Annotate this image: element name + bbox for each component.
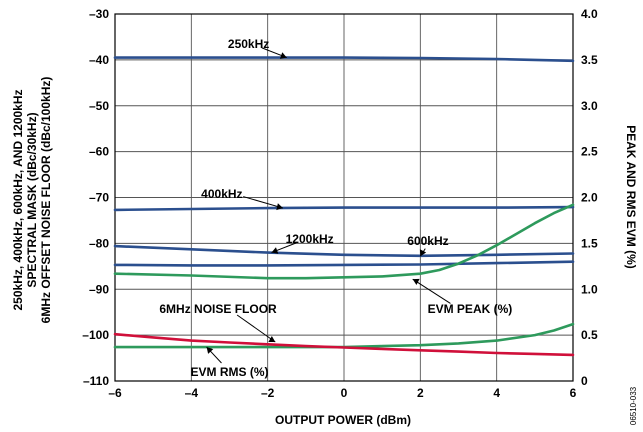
y-left-tick-label: –30 [89,7,109,21]
annotation-label: 6MHz NOISE FLOOR [159,302,277,316]
x-tick-label: 2 [417,386,424,400]
series-line-400khz [113,205,575,212]
plot-frame [114,13,574,382]
annotation-label: 250kHz [228,37,269,51]
annotation-arrow-head [419,249,427,257]
y-right-tick-label: 2.0 [581,191,598,205]
y-right-tick-label: 3.5 [581,53,598,67]
x-tick-label: –4 [185,386,199,400]
figure-id: 06510-033 [629,386,638,425]
y-left-tick-label: –100 [82,328,109,342]
y-left-title-line-3-text: 6MHz OFFSET NOISE FLOOR (dBc/100kHz) [39,77,53,324]
x-tick-label: 4 [493,386,500,400]
annotation-arrow-head [206,347,214,354]
annotation-arrow-line [243,196,284,209]
y-left-tick-label: –60 [89,145,109,159]
annotation-label: 600kHz [407,234,448,248]
series-line-6mhz-noise-floor [113,332,575,357]
annotation-arrow-head [271,247,279,254]
y-left-title-line-2-text: SPECTRAL MASK (dBc/30kHz) [25,112,39,287]
annotation-label: EVM RMS (%) [191,365,269,379]
annotation-label: EVM PEAK (%) [428,302,513,316]
series-line-evm-rms [113,322,575,349]
y-right-tick-label: 4.0 [581,7,598,21]
annotation-arrow-line [412,278,451,304]
x-tick-label: –6 [108,386,122,400]
x-axis-title: OUTPUT POWER (dBm) [275,413,411,427]
y-right-tick-label: 1.0 [581,282,598,296]
annotation-arrow-line [236,314,276,343]
series-line-evm-peak [113,203,575,280]
y-left-tick-label: –50 [89,99,109,113]
annotation-arrow-head [279,52,287,59]
y-left-tick-label: –80 [89,236,109,250]
series-line-1200khz [113,244,575,258]
x-tick-label: 6 [570,386,577,400]
y-right-tick-label: 0.5 [581,328,598,342]
series-line-250khz [113,56,575,63]
y-left-title-line-1-text: 250kHz, 400kHz, 600kHz, AND 1200kHz [11,89,25,310]
annotation-arrow-head [268,335,276,343]
grid [114,13,574,382]
series-layer [113,56,575,357]
y-left-tick-label: –110 [83,374,109,388]
tick-layer: –6 –4 –2 0 2 4 6 –30 –40 –50 –60 –70 –80 –90 –100 –110 4… [82,7,598,400]
y-left-tick-label: –70 [89,191,109,205]
y-right-axis-title: PEAK AND RMS EVM (%) [624,125,638,269]
y-right-tick-label: 2.5 [581,145,598,159]
y-right-tick-label: 1.5 [581,236,598,250]
annotation-arrow-head [412,278,420,286]
y-left-tick-label: –90 [89,282,109,296]
annotation-layer: 250kHz 400kHz 1200kHz 600kHz EVM PEAK (%) 6MH… [159,37,512,379]
y-right-tick-label: 3.0 [581,99,598,113]
y-right-tick-label: 0 [581,374,588,388]
series-line-600khz [113,260,575,267]
annotation-label: 400kHz [201,187,242,201]
annotation-arrow-head [276,203,283,211]
y-left-tick-label: –40 [89,53,109,67]
annotation-label: 1200kHz [286,232,334,246]
x-tick-label: –2 [261,386,275,400]
x-tick-label: 0 [341,386,348,400]
